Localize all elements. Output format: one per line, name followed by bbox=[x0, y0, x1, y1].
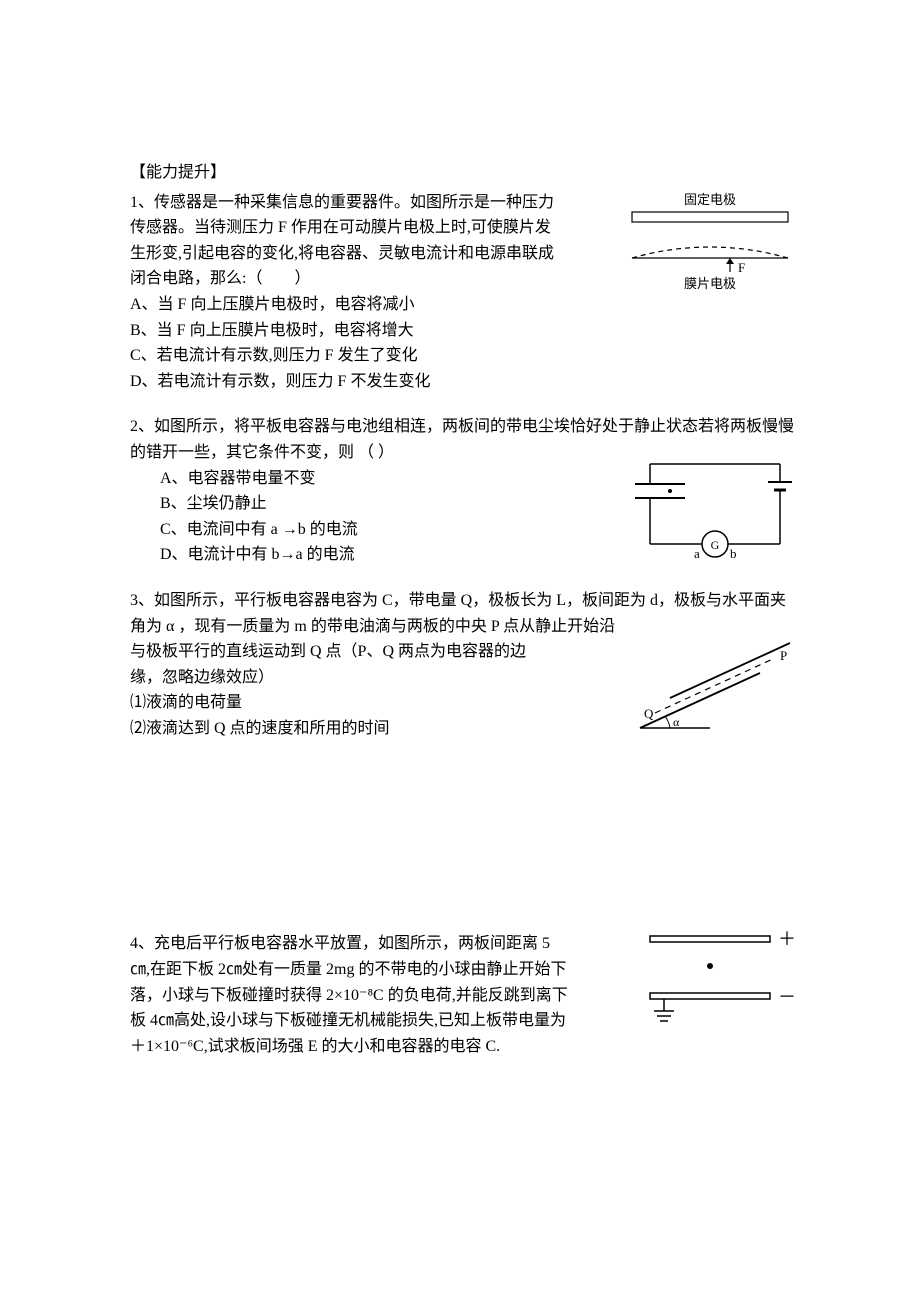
figure-2: G a b bbox=[630, 454, 800, 564]
fig1-top-label: 固定电极 bbox=[620, 190, 800, 211]
section-header: 【能力提升】 bbox=[130, 160, 800, 186]
fig4-svg: ＋ － bbox=[640, 931, 800, 1051]
figure-4: ＋ － bbox=[640, 931, 800, 1051]
q3-rest: 与极板平行的直线运动到 Q 点（P、Q 两点为电容器的边缘，忽略边缘效应） ⑴液… bbox=[130, 639, 540, 741]
question-1: 固定电极 F 膜片电极 1、传感器是一种采集信息的重要器件。如图所示是一种压力传… bbox=[130, 190, 800, 395]
q3-sub1: ⑴液滴的电荷量 bbox=[130, 690, 540, 716]
question-4: ＋ － 4、充电后平行板电容器水平放置，如图所示，两板间距离 5 ㎝,在距下板 … bbox=[130, 931, 800, 1059]
figure-1: 固定电极 F 膜片电极 bbox=[620, 190, 800, 296]
svg-text:＋: ＋ bbox=[778, 931, 796, 949]
q1-intro: 1、传感器是一种采集信息的重要器件。如图所示是一种压力传感器。当待测压力 F 作… bbox=[130, 190, 560, 292]
question-3: α P Q 3、如图所示，平行板电容器电容为 C，带电量 Q，极板长为 L，板间… bbox=[130, 588, 800, 742]
q1-option-d: D、若电流计有示数，则压力 F 不发生变化 bbox=[130, 369, 800, 395]
svg-text:α: α bbox=[673, 715, 680, 729]
spacer bbox=[130, 761, 800, 931]
q1-option-a: A、当 F 向上压膜片电极时，电容将减小 bbox=[130, 292, 800, 318]
svg-text:b: b bbox=[730, 546, 737, 561]
q3-intro: 3、如图所示，平行板电容器电容为 C，带电量 Q，极板长为 L，板间距为 d，极… bbox=[130, 588, 800, 639]
q4-text: 4、充电后平行板电容器水平放置，如图所示，两板间距离 5 ㎝,在距下板 2㎝处有… bbox=[130, 931, 570, 1059]
svg-text:F: F bbox=[738, 260, 745, 274]
q3-sub2: ⑵液滴达到 Q 点的速度和所用的时间 bbox=[130, 716, 540, 742]
svg-text:a: a bbox=[694, 546, 700, 561]
svg-text:Q: Q bbox=[644, 706, 654, 721]
header-title: 【能力提升】 bbox=[130, 164, 226, 181]
fig1-svg: F bbox=[620, 210, 800, 274]
fig3-svg: α P Q bbox=[630, 638, 800, 738]
q1-option-c: C、若电流计有示数,则压力 F 发生了变化 bbox=[130, 343, 800, 369]
question-2: G a b 2、如图所示，将平板电容器与电池组相连，两板间的带电尘埃恰好处于静止… bbox=[130, 414, 800, 568]
svg-text:G: G bbox=[711, 538, 720, 552]
svg-text:P: P bbox=[780, 648, 787, 663]
svg-text:－: － bbox=[778, 987, 796, 1007]
figure-3: α P Q bbox=[630, 638, 800, 738]
fig2-svg: G a b bbox=[630, 454, 800, 564]
fig1-bottom-label: 膜片电极 bbox=[620, 274, 800, 295]
q1-option-b: B、当 F 向上压膜片电极时，电容将增大 bbox=[130, 318, 800, 344]
